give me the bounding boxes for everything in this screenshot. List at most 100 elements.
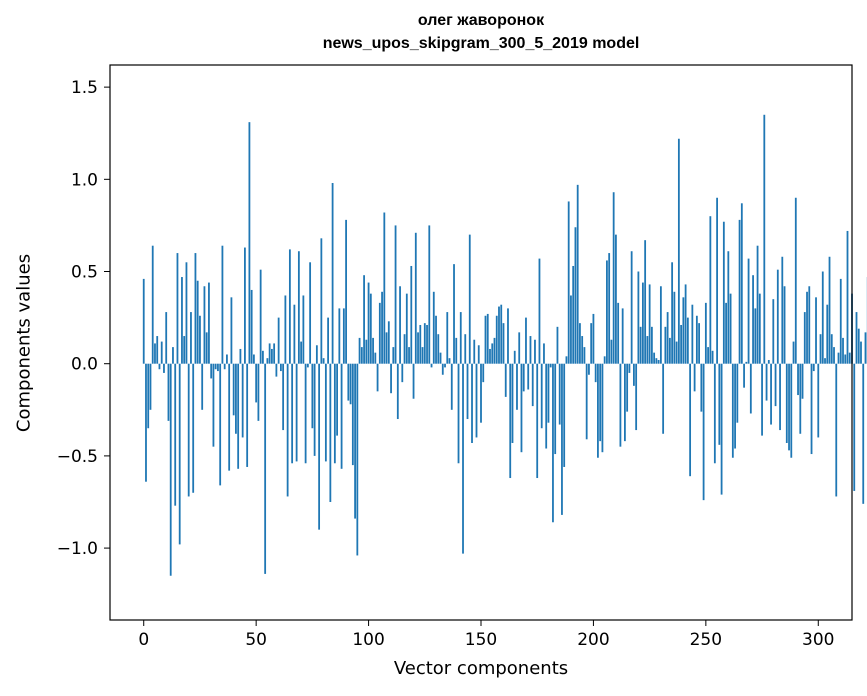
bar bbox=[513, 350, 516, 364]
bar bbox=[190, 312, 192, 364]
bar bbox=[322, 358, 325, 364]
bar bbox=[154, 343, 156, 364]
bar bbox=[262, 350, 264, 364]
bar bbox=[554, 363, 557, 455]
bar bbox=[826, 304, 829, 364]
bar bbox=[174, 363, 177, 506]
bar bbox=[426, 324, 428, 364]
bar bbox=[273, 343, 276, 364]
bar bbox=[540, 363, 543, 429]
bar bbox=[646, 336, 649, 364]
bar bbox=[731, 363, 734, 458]
bar bbox=[538, 258, 541, 364]
bar bbox=[266, 358, 269, 364]
bar bbox=[149, 363, 152, 410]
bar bbox=[448, 358, 451, 364]
bar bbox=[763, 114, 766, 364]
bar bbox=[675, 341, 678, 364]
bar bbox=[767, 360, 770, 364]
bar bbox=[336, 363, 338, 436]
bar bbox=[671, 262, 674, 364]
bar bbox=[417, 332, 419, 364]
bar bbox=[178, 363, 181, 545]
bar bbox=[536, 363, 539, 479]
bar bbox=[693, 363, 696, 392]
bar bbox=[558, 363, 561, 425]
bar bbox=[734, 363, 736, 449]
bar bbox=[624, 363, 626, 442]
bar bbox=[747, 258, 750, 364]
bar bbox=[808, 286, 811, 364]
bar bbox=[237, 363, 240, 469]
bar bbox=[565, 356, 568, 364]
bar bbox=[635, 363, 638, 431]
bar bbox=[612, 192, 615, 364]
bar bbox=[351, 363, 354, 466]
bar bbox=[677, 138, 680, 364]
bar bbox=[597, 363, 599, 458]
bar bbox=[516, 363, 518, 410]
bar bbox=[682, 297, 685, 364]
bar bbox=[300, 341, 303, 364]
bar bbox=[399, 286, 401, 364]
bar bbox=[779, 363, 781, 431]
bar bbox=[304, 363, 307, 464]
bar bbox=[270, 348, 273, 364]
bar bbox=[864, 332, 867, 364]
bar bbox=[745, 361, 748, 364]
bar bbox=[556, 326, 559, 364]
bar bbox=[244, 247, 246, 364]
x-tick-label: 50 bbox=[245, 630, 267, 650]
bar bbox=[743, 363, 745, 388]
bar bbox=[147, 363, 150, 429]
bar bbox=[633, 363, 635, 386]
bar bbox=[183, 336, 186, 364]
bar bbox=[817, 363, 820, 438]
bar bbox=[698, 323, 700, 364]
bar bbox=[235, 363, 237, 434]
bar bbox=[507, 308, 509, 364]
bar bbox=[781, 256, 784, 364]
bar bbox=[581, 336, 584, 364]
bar bbox=[410, 265, 413, 364]
bar bbox=[248, 122, 251, 364]
bar bbox=[199, 315, 201, 364]
bar bbox=[797, 363, 799, 396]
bar bbox=[785, 363, 788, 443]
bar bbox=[534, 339, 536, 364]
bar bbox=[835, 363, 838, 497]
bar bbox=[392, 347, 395, 364]
bar bbox=[205, 332, 208, 364]
bar bbox=[684, 284, 687, 364]
bar bbox=[333, 363, 336, 464]
bar bbox=[396, 363, 399, 420]
bar bbox=[650, 326, 653, 364]
bar bbox=[365, 339, 368, 364]
bar bbox=[806, 291, 808, 364]
bar bbox=[486, 313, 489, 364]
bar bbox=[246, 363, 249, 467]
bar bbox=[383, 212, 386, 364]
bar bbox=[257, 363, 260, 421]
bar bbox=[525, 317, 527, 364]
bar bbox=[815, 297, 817, 364]
bar bbox=[349, 363, 352, 405]
bar bbox=[405, 293, 408, 364]
bar bbox=[311, 363, 314, 429]
bar bbox=[459, 312, 462, 364]
bar bbox=[367, 282, 370, 364]
y-tick-label: 0.5 bbox=[71, 263, 98, 283]
bar bbox=[160, 341, 163, 364]
bar bbox=[360, 347, 363, 364]
bar bbox=[208, 282, 210, 364]
bar bbox=[163, 363, 165, 373]
bar bbox=[345, 219, 347, 364]
bar bbox=[187, 363, 190, 497]
bar bbox=[839, 278, 842, 364]
plot-frame bbox=[109, 64, 853, 621]
bar bbox=[295, 363, 298, 462]
bar bbox=[545, 363, 548, 449]
bar bbox=[212, 363, 215, 447]
bar bbox=[327, 317, 329, 364]
